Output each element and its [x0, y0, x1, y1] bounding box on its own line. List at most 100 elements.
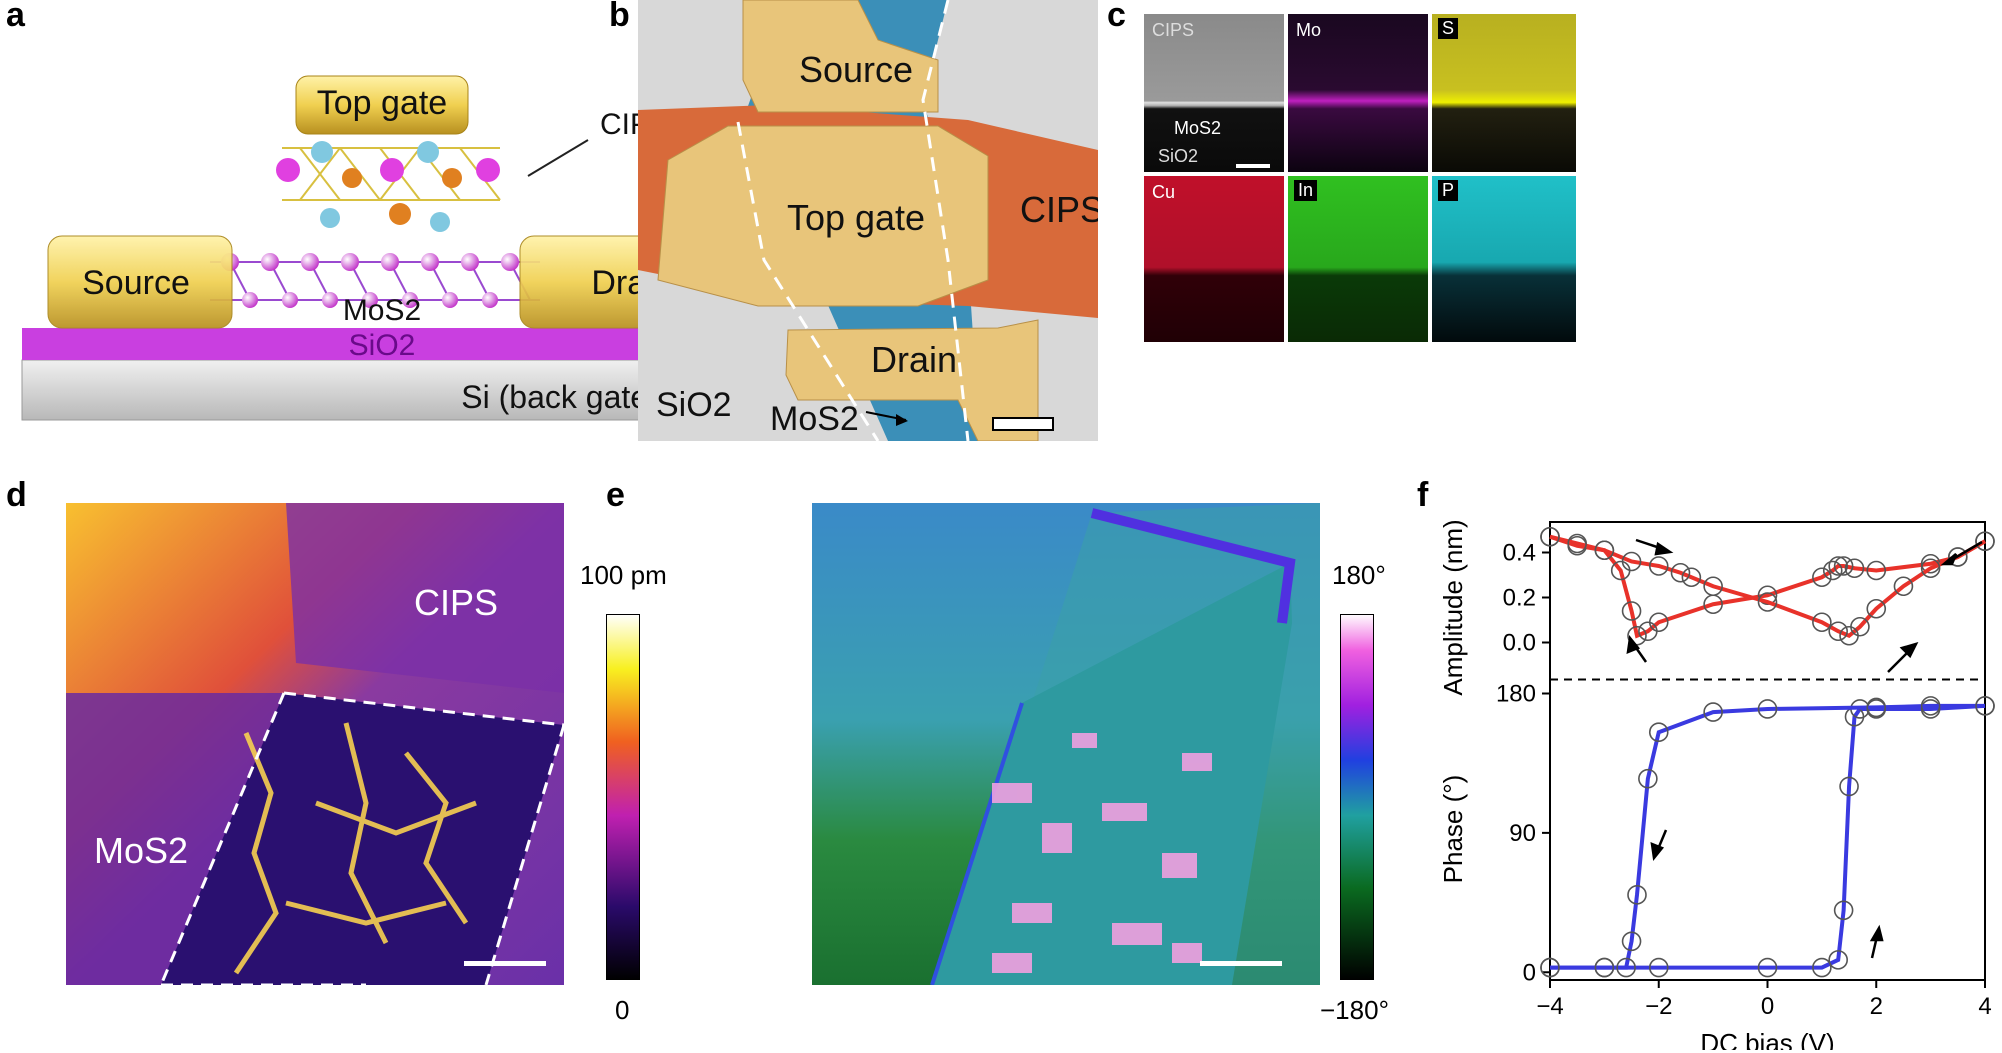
scale-bar-e — [1200, 961, 1282, 966]
phase-forward-point — [1839, 776, 1859, 797]
amplitude-forward-line — [1549, 534, 1987, 639]
phase-reverse-point — [1757, 699, 1778, 719]
phase-forward-point — [1757, 957, 1778, 978]
x-tick-label: 0 — [1761, 993, 1774, 1020]
tile-label-s: S — [1438, 18, 1459, 39]
pfm-amplitude-map: CIPS MoS2 — [66, 503, 566, 985]
label-si-back-gate: Si (back gate) — [461, 379, 658, 415]
tile-cips — [1144, 14, 1284, 172]
colorbar-e-min: −180° — [1320, 995, 1389, 1025]
phase-reverse-point — [1920, 696, 1941, 716]
top-gate-electrode — [295, 75, 469, 135]
y-tick-label-bottom: 180 — [1496, 680, 1536, 707]
phase-forward-point — [1648, 957, 1669, 978]
phase-forward-point — [1833, 900, 1854, 921]
phase-reverse-point — [1616, 957, 1636, 978]
source-electrode — [47, 235, 233, 329]
amplitude-reverse-point — [1866, 598, 1887, 619]
amplitude-forward-point — [1844, 558, 1865, 579]
pfm-phase-map — [812, 503, 1320, 985]
cips-region-e — [932, 563, 1292, 985]
label-c-mos2: MoS2 — [1174, 118, 1222, 138]
label-b-sio2: SiO2 — [656, 386, 732, 424]
x-tick-label: 4 — [1978, 993, 1991, 1020]
amplitude-forward-point — [1757, 585, 1778, 606]
panel-label-f: f — [1417, 476, 1429, 514]
amplitude-forward-point — [1648, 612, 1669, 633]
mos2-outline-right — [921, 0, 970, 441]
tile-p — [1432, 176, 1576, 342]
scale-bar-d — [464, 961, 546, 966]
label-mos2: MoS2 — [343, 294, 421, 327]
amplitude-reverse-point — [1920, 558, 1941, 579]
cips-leader-line — [527, 139, 589, 177]
amplitude-forward-point — [1833, 556, 1854, 576]
phase-reverse-point — [1975, 696, 1995, 716]
eds-maps: CIPS Mo S Cu In P MoS2 SiO2 — [1144, 14, 2002, 442]
phase-reverse-point — [1627, 885, 1647, 905]
phase-forward-point — [1812, 957, 1832, 978]
panel-label-e: e — [606, 476, 625, 514]
panel-label-b: b — [609, 0, 630, 34]
label-sio2: SiO2 — [349, 329, 416, 362]
label-b-drain: Drain — [871, 339, 957, 380]
label-b-top-gate: Top gate — [787, 197, 925, 238]
label-b-cips: CIPS — [1020, 189, 1098, 230]
label-d-cips: CIPS — [414, 582, 498, 623]
top-gate-pad — [657, 125, 989, 307]
tile-label-cu: Cu — [1152, 182, 1176, 202]
amplitude-forward-point — [1866, 560, 1887, 581]
amplitude-reverse-point — [1703, 576, 1723, 597]
amplitude-forward-point — [1822, 560, 1843, 581]
y-axis-label-bottom: Phase (°) — [1440, 775, 1468, 884]
scale-bar-b — [992, 417, 1054, 431]
panel-label-a: a — [6, 0, 25, 34]
tile-label-p: P — [1438, 180, 1459, 201]
colorbar-e — [1339, 613, 1375, 981]
x-tick-label: −4 — [1536, 993, 1563, 1020]
amplitude-reverse-point — [1594, 540, 1615, 561]
tile-mo — [1288, 14, 1428, 172]
tile-label-cips: CIPS — [1152, 20, 1195, 40]
y-tick-label-bottom: 90 — [1509, 820, 1536, 847]
amplitude-reverse-point — [1648, 556, 1669, 576]
phase-reverse-point — [1648, 722, 1669, 743]
amplitude-reverse-point — [1567, 533, 1587, 554]
amplitude-reverse-point — [1540, 526, 1560, 547]
amplitude-reverse-point — [1948, 547, 1968, 567]
amplitude-reverse-point — [1621, 551, 1642, 572]
phase-forward-point — [1828, 950, 1848, 970]
sem-image: Source Top gate CIPS Drain SiO2 MoS2 — [638, 0, 1098, 441]
amplitude-reverse-point — [1757, 592, 1778, 612]
amplitude-reverse-point — [1828, 621, 1848, 642]
phase-reverse-point — [1621, 931, 1642, 952]
phase-reverse-point — [1866, 697, 1887, 718]
y-axis-label-top: Amplitude (nm) — [1440, 520, 1468, 696]
phase-reverse-point — [1540, 957, 1560, 978]
amplitude-reverse-point — [1681, 567, 1702, 588]
phase-reverse-point — [1594, 957, 1615, 978]
y-tick-label-top: 0.0 — [1503, 630, 1536, 657]
drain-pad — [785, 319, 1039, 441]
label-b-mos2: MoS2 — [770, 400, 859, 438]
tile-in — [1288, 176, 1428, 342]
amplitude-reverse-point — [1812, 612, 1832, 633]
x-axis-label: DC bias (V) — [1700, 1028, 1834, 1050]
amplitude-forward-point — [1828, 556, 1848, 576]
tile-label-mo: Mo — [1296, 20, 1322, 40]
label-b-source: Source — [799, 49, 913, 90]
scale-bar-c — [1236, 164, 1270, 168]
sweep-arrows — [1626, 538, 1983, 959]
amplitude-reverse-point — [1975, 531, 1995, 552]
mos2-outline-left — [736, 121, 880, 441]
hysteresis-chart: −4 −2 0 2 4 DC bias (V) 0.0 0.2 0.4 Amplitude (nm… — [1440, 520, 1995, 1050]
y-tick-label-top: 0.4 — [1503, 540, 1536, 567]
tile-s — [1432, 14, 1576, 172]
amplitude-reverse-point — [1893, 576, 1914, 597]
label-source: Source — [82, 264, 190, 302]
label-d-mos2: MoS2 — [94, 830, 188, 871]
amplitude-reverse-point — [1670, 562, 1691, 583]
phase-reverse-point — [1638, 768, 1658, 789]
amplitude-forward-point — [1812, 567, 1832, 588]
x-tick-label: 2 — [1870, 993, 1883, 1020]
